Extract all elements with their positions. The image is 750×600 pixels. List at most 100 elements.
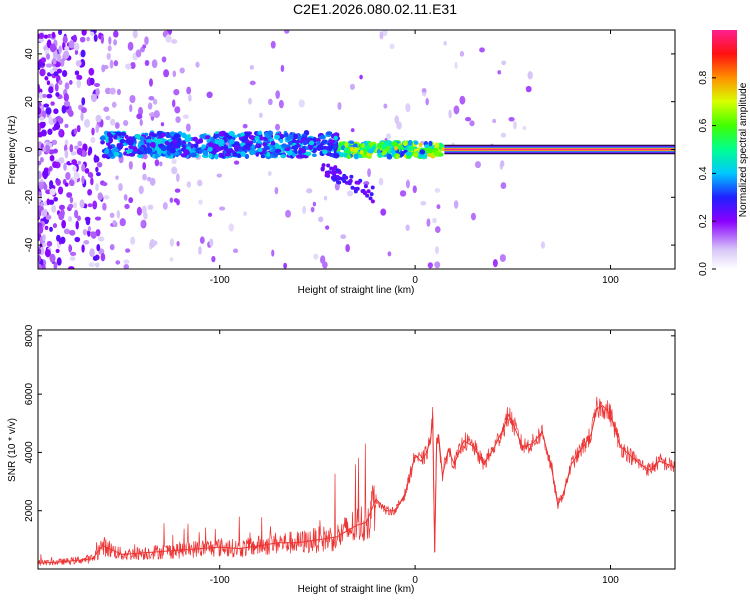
spectrogram-speckle xyxy=(76,124,81,133)
spectrogram-ridge-cell xyxy=(156,138,163,145)
spectrogram-speckle xyxy=(44,144,51,154)
spectrogram-speckle xyxy=(334,182,340,191)
spectrogram-speckle xyxy=(135,49,142,58)
spectrogram-speckle xyxy=(186,86,192,95)
spectrogram-speckle xyxy=(64,123,69,128)
spectrogram-tail-cell xyxy=(337,180,342,185)
snr-point xyxy=(521,445,524,448)
spectrogram-speckle xyxy=(149,177,156,186)
spectrogram-ridge-cell xyxy=(361,142,365,149)
spectrogram-speckle xyxy=(148,95,155,101)
spectrogram-speckle xyxy=(298,99,305,108)
spectrogram-speckle xyxy=(54,83,59,92)
snr-point xyxy=(426,451,428,454)
spectrogram-tail-cell xyxy=(350,185,355,190)
spectrogram-speckle xyxy=(81,107,87,114)
spectrogram-speckle xyxy=(69,251,77,256)
spectrogram-speckle xyxy=(38,106,42,115)
snr-point xyxy=(365,521,367,523)
spectrogram-ridge-cell xyxy=(99,136,106,141)
spectrogram-ridge-cell xyxy=(228,130,235,137)
spectrogram-speckle xyxy=(302,205,307,214)
spectrogram-speckle xyxy=(98,236,105,242)
snr-point xyxy=(101,545,104,547)
spectrogram-speckle xyxy=(80,112,84,121)
spectrogram-speckle xyxy=(500,182,507,189)
snr-point xyxy=(602,405,604,407)
spectrogram-speckle xyxy=(248,97,252,105)
spectrogram-speckle xyxy=(432,217,437,224)
snr-point xyxy=(336,536,338,538)
spectrogram-speckle xyxy=(148,112,156,117)
spectrogram-ridge-cell xyxy=(181,132,187,138)
spectrogram-tail-cell xyxy=(326,163,331,168)
spectrogram-speckle xyxy=(68,244,72,253)
spectrogram-speckle xyxy=(49,226,53,232)
spectrogram-speckle xyxy=(75,60,82,67)
spectrogram-speckle xyxy=(127,41,134,51)
spectrogram-speckle xyxy=(48,86,54,94)
spectrogram-speckle xyxy=(101,64,106,73)
spectrogram-speckle xyxy=(38,170,42,180)
spectrogram-speckle xyxy=(63,162,67,171)
spectrogram-ridge-cell xyxy=(202,149,209,156)
spectrogram-speckle xyxy=(52,117,57,124)
spectrogram-speckle xyxy=(151,59,158,69)
spectrogram-speckle xyxy=(267,171,272,177)
spectrogram-speckle xyxy=(44,225,49,231)
spectrogram-speckle xyxy=(93,82,101,88)
spectrogram-speckle xyxy=(79,36,86,43)
spectrogram-ridge-cell xyxy=(279,138,284,144)
spectrogram-ridge-cell xyxy=(211,138,216,143)
snr-point xyxy=(629,454,631,456)
spectrogram-ridge-cell xyxy=(284,147,291,152)
spectrogram-ridge-cell xyxy=(190,152,197,158)
spectrogram-ridge-cell xyxy=(198,149,203,154)
spectrogram-speckle xyxy=(125,248,131,253)
spectrogram-speckle xyxy=(49,188,56,196)
snr-point xyxy=(436,443,438,445)
spectrogram-speckle xyxy=(56,68,63,74)
spectrogram-speckle xyxy=(112,219,117,226)
spectrogram-ridge-cell xyxy=(302,139,308,146)
spectrogram-ridge-cell xyxy=(215,147,222,152)
snr-point xyxy=(482,463,485,465)
spectrogram-speckle xyxy=(75,220,79,230)
spectrogram-speckle xyxy=(186,181,192,188)
spectrogram-ridge-cell xyxy=(201,144,207,149)
snr-ticks: -100 0 100 2000 4000 6000 8000 xyxy=(24,324,675,586)
spectrogram-speckle xyxy=(38,32,45,40)
spectrogram-speckle xyxy=(102,202,107,211)
spectrogram-speckle xyxy=(500,160,505,167)
spectrogram-speckle xyxy=(154,159,160,167)
spectrogram-speckle xyxy=(40,129,47,137)
spectrogram-ridge-cell xyxy=(318,135,326,140)
spectrogram-speckle xyxy=(312,201,317,207)
spectrogram-speckle xyxy=(380,208,387,216)
spectrogram-speckle xyxy=(103,106,110,112)
spectrogram-speckle xyxy=(38,62,41,71)
spectrogram-speckle xyxy=(49,253,56,263)
spectrogram-speckle xyxy=(86,36,90,42)
snr-point xyxy=(648,469,651,471)
spectrogram-ridge-cell xyxy=(254,135,260,141)
spectrogram-speckle xyxy=(199,236,205,244)
spectrogram-speckle xyxy=(56,234,61,242)
spectrogram-speckle xyxy=(96,162,103,168)
spectrogram-speckle xyxy=(56,115,61,121)
spectrogram-ridge-cell xyxy=(171,143,178,149)
spectrogram-speckle xyxy=(59,58,65,67)
spectrogram-speckle xyxy=(52,161,58,169)
spectrogram-speckle xyxy=(242,123,248,129)
spectrogram-speckle xyxy=(52,223,58,229)
spectrogram-speckle xyxy=(434,261,441,269)
spectrogram-tail-cell xyxy=(344,175,349,180)
spectrogram-ridge-cell xyxy=(405,151,412,156)
spectrogram-tail-cell xyxy=(368,196,373,201)
spectrogram-ridge-cell xyxy=(132,146,138,153)
spectrogram-speckle xyxy=(249,65,254,70)
spectrogram-ridge-cell xyxy=(226,148,232,154)
spectrogram-ridge-cell xyxy=(116,142,121,149)
y-tick-label: 6000 xyxy=(24,383,35,406)
spectrogram-speckle xyxy=(209,238,214,247)
